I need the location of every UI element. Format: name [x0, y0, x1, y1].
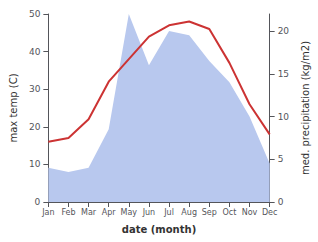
svg-text:max temp (C): max temp (C)	[8, 73, 19, 142]
svg-text:20: 20	[29, 122, 41, 132]
svg-text:Feb: Feb	[61, 208, 75, 217]
svg-text:10: 10	[29, 159, 41, 169]
svg-text:50: 50	[29, 9, 41, 19]
svg-text:Apr: Apr	[102, 208, 117, 217]
svg-text:15: 15	[278, 69, 289, 79]
svg-text:med. precipitation (kg/m2): med. precipitation (kg/m2)	[300, 41, 311, 175]
svg-text:date (month): date (month)	[122, 224, 196, 235]
svg-text:Dec: Dec	[262, 208, 277, 217]
svg-text:Oct: Oct	[222, 208, 236, 217]
svg-text:0: 0	[278, 197, 284, 207]
svg-text:30: 30	[29, 84, 41, 94]
svg-text:20: 20	[278, 26, 290, 36]
svg-text:May: May	[121, 208, 138, 217]
svg-text:5: 5	[278, 154, 284, 164]
svg-text:Aug: Aug	[181, 208, 197, 217]
svg-text:Jun: Jun	[142, 208, 156, 217]
svg-text:Nov: Nov	[242, 208, 258, 217]
svg-text:Sep: Sep	[202, 208, 217, 217]
svg-text:10: 10	[278, 112, 290, 122]
svg-text:40: 40	[29, 47, 41, 57]
svg-text:Jan: Jan	[41, 208, 54, 217]
svg-text:Jul: Jul	[163, 208, 174, 217]
svg-text:0: 0	[35, 197, 41, 207]
svg-text:Mar: Mar	[81, 208, 97, 217]
